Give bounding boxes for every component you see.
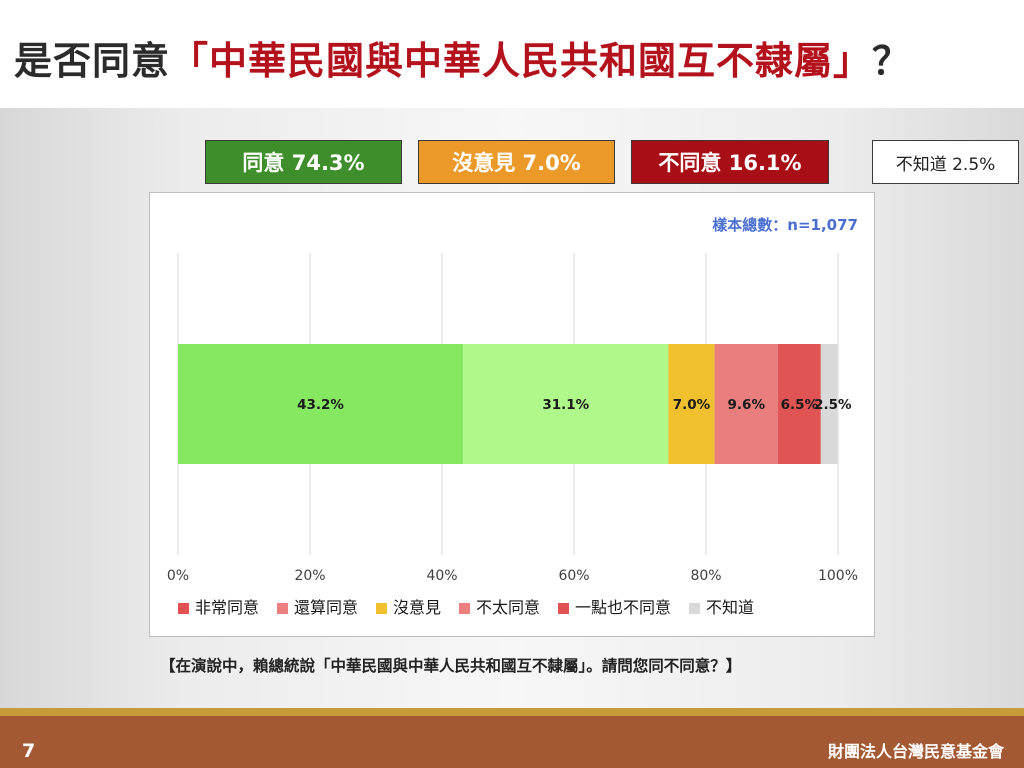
bar-segment [777, 344, 821, 464]
data-label: 7.0% [673, 397, 711, 413]
data-label: 2.5% [814, 397, 852, 413]
legend-swatch [376, 603, 387, 614]
bar-segment [714, 344, 778, 464]
organization-name: 財團法人台灣民意基金會 [827, 742, 1004, 761]
chart-panel: 0% 20% 40% 60% 80% 100% 43.2% 31.1% 7.0% 9.6% 6.5%… [149, 192, 875, 637]
legend-swatch [459, 603, 470, 614]
data-label: 9.6% [728, 397, 766, 413]
footer-bar: 7 財團法人台灣民意基金會 [0, 708, 1024, 768]
bar-segment [178, 344, 464, 464]
x-tick-label: 80% [690, 568, 721, 584]
summary-disagree-box: 不同意 16.1% [631, 140, 829, 184]
summary-no-opinion-box: 沒意見 7.0% [418, 140, 615, 184]
legend-label: 不知道 [706, 598, 754, 617]
stacked-bar-chart: 0% 20% 40% 60% 80% 100% 43.2% 31.1% 7.0% 9.6% 6.5%… [167, 216, 858, 617]
bar-segment [820, 344, 838, 464]
bar-segment [668, 344, 715, 464]
legend-label: 一點也不同意 [575, 598, 671, 617]
x-tick-label: 20% [294, 568, 325, 584]
summary-agree-box: 同意 74.3% [205, 140, 402, 184]
x-tick-label: 40% [426, 568, 457, 584]
x-tick-label: 0% [167, 568, 189, 584]
bar-segment [463, 344, 669, 464]
legend-swatch [558, 603, 569, 614]
data-label: 6.5% [781, 397, 819, 413]
title-highlight: 「中華民國與中華人民共和國互不隸屬」 [170, 39, 873, 83]
legend-label: 還算同意 [294, 598, 358, 617]
x-tick-label: 60% [558, 568, 589, 584]
legend-swatch [689, 603, 700, 614]
data-label: 31.1% [542, 397, 589, 413]
page-number: 7 [22, 740, 36, 762]
legend-swatch [277, 603, 288, 614]
summary-dont-know-box: 不知道 2.5% [872, 140, 1019, 184]
data-label: 43.2% [297, 397, 344, 413]
x-tick-label: 100% [818, 568, 858, 584]
title-suffix: ？ [872, 39, 912, 83]
title-prefix: 是否同意 [14, 39, 171, 83]
survey-question: 【在演說中，賴總統說「中華民國與中華人民共和國互不隸屬」。請問您同不同意？】 [160, 657, 742, 675]
sample-size-annotation: 樣本總數：n=1,077 [712, 216, 858, 234]
legend-swatch [178, 603, 189, 614]
title-bar: 是否同意「中華民國與中華人民共和國互不隸屬」？ [0, 0, 1024, 108]
legend-label: 不太同意 [476, 598, 540, 617]
legend-label: 沒意見 [393, 598, 441, 617]
page-title: 是否同意「中華民國與中華人民共和國互不隸屬」？ [14, 30, 911, 85]
legend-label: 非常同意 [195, 598, 259, 617]
